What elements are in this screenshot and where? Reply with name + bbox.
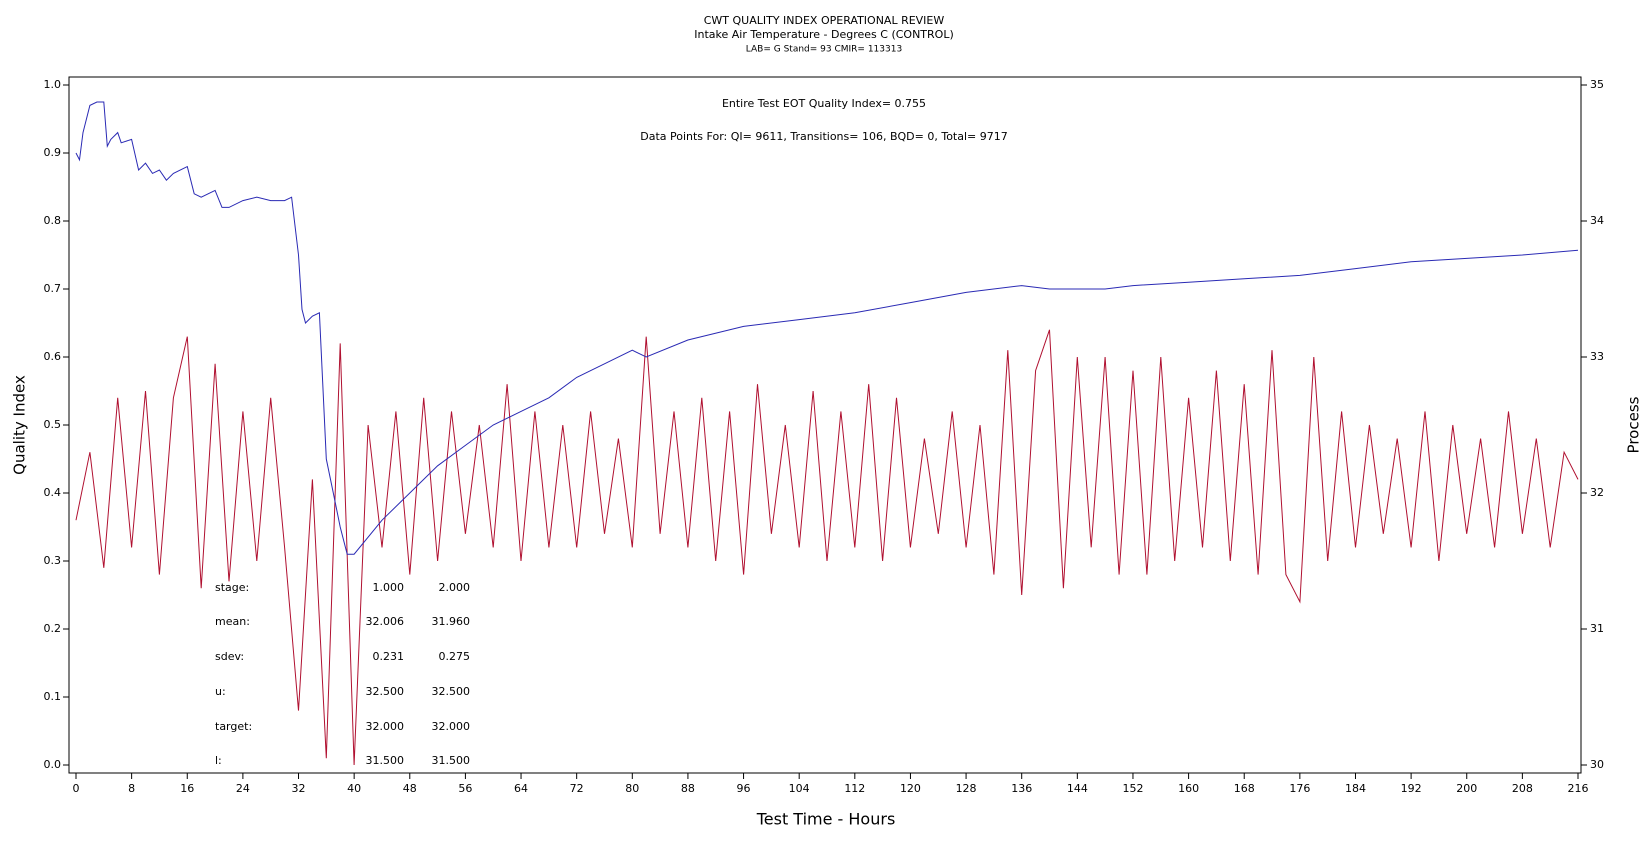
stats-cell: 32.000	[366, 720, 405, 733]
chart-subtitle: Intake Air Temperature - Degrees C (CONT…	[694, 28, 954, 41]
y-tick-label: 0.0	[44, 758, 62, 771]
x-tick-label: 112	[844, 782, 865, 795]
stats-cell: 32.000	[432, 720, 471, 733]
stats-cell: 1.000	[373, 581, 405, 594]
stats-cell: l:	[215, 754, 222, 767]
x-tick-label: 56	[458, 782, 472, 795]
x-tick-label: 32	[292, 782, 306, 795]
stats-cell: 32.006	[366, 615, 405, 628]
y-tick-label: 0.2	[44, 622, 62, 635]
x-axis-title: Test Time - Hours	[756, 810, 896, 829]
x-tick-label: 152	[1122, 782, 1143, 795]
plot-frame	[68, 76, 1582, 774]
y-tick-label: 1.0	[44, 78, 62, 91]
y2-tick-label: 35	[1590, 78, 1604, 91]
stats-cell: sdev:	[215, 650, 244, 663]
y-tick-label: 0.9	[44, 146, 62, 159]
stats-cell: 0.275	[439, 650, 471, 663]
data-line	[75, 101, 1579, 555]
annotation: Entire Test EOT Quality Index= 0.755	[722, 97, 926, 110]
y2-tick-label: 31	[1590, 622, 1604, 635]
x-tick-label: 80	[625, 782, 639, 795]
stats-cell: 0.231	[373, 650, 405, 663]
y2-tick-label: 33	[1590, 350, 1604, 363]
stats-cell: 2.000	[439, 581, 471, 594]
y-tick-label: 0.3	[44, 554, 62, 567]
x-tick-label: 168	[1234, 782, 1255, 795]
stats-cell: target:	[215, 720, 252, 733]
x-tick-label: 64	[514, 782, 528, 795]
y-axis-title: Quality Index	[11, 375, 29, 475]
x-tick-label: 136	[1011, 782, 1032, 795]
x-tick-label: 40	[347, 782, 361, 795]
y-tick-label: 0.7	[44, 282, 62, 295]
stats-cell: 31.500	[366, 754, 405, 767]
x-tick-label: 120	[900, 782, 921, 795]
annotation: Data Points For: QI= 9611, Transitions= …	[640, 130, 1008, 143]
stats-cell: stage:	[215, 581, 249, 594]
stats-cell: 31.500	[432, 754, 471, 767]
y-tick-label: 0.8	[44, 214, 62, 227]
x-tick-label: 184	[1345, 782, 1366, 795]
x-tick-label: 96	[737, 782, 751, 795]
x-tick-label: 24	[236, 782, 250, 795]
x-tick-label: 216	[1568, 782, 1589, 795]
stats-cell: 32.500	[366, 685, 405, 698]
chart-title: CWT QUALITY INDEX OPERATIONAL REVIEW	[704, 14, 945, 27]
y-tick-label: 0.5	[44, 418, 62, 431]
stats-cell: 31.960	[432, 615, 471, 628]
y-tick-label: 0.4	[44, 486, 62, 499]
x-tick-label: 48	[403, 782, 417, 795]
x-tick-label: 200	[1456, 782, 1477, 795]
x-tick-label: 16	[180, 782, 194, 795]
chart-subtitle: LAB= G Stand= 93 CMIR= 113313	[746, 45, 902, 55]
y2-tick-label: 32	[1590, 486, 1604, 499]
x-tick-label: 104	[789, 782, 810, 795]
data-line	[75, 329, 1579, 766]
x-tick-label: 192	[1401, 782, 1422, 795]
x-tick-label: 176	[1289, 782, 1310, 795]
x-tick-label: 128	[956, 782, 977, 795]
y2-tick-label: 30	[1590, 758, 1604, 771]
y2-tick-label: 34	[1590, 214, 1604, 227]
y2-axis-title: Process	[1625, 396, 1643, 453]
stats-cell: mean:	[215, 615, 250, 628]
x-tick-label: 88	[681, 782, 695, 795]
y-tick-label: 0.1	[44, 690, 62, 703]
x-tick-label: 144	[1067, 782, 1088, 795]
stats-cell: u:	[215, 685, 226, 698]
x-tick-label: 0	[73, 782, 80, 795]
x-tick-label: 160	[1178, 782, 1199, 795]
x-tick-label: 208	[1512, 782, 1533, 795]
stats-cell: 32.500	[432, 685, 471, 698]
y-tick-label: 0.6	[44, 350, 62, 363]
x-tick-label: 72	[570, 782, 584, 795]
x-tick-label: 8	[128, 782, 135, 795]
